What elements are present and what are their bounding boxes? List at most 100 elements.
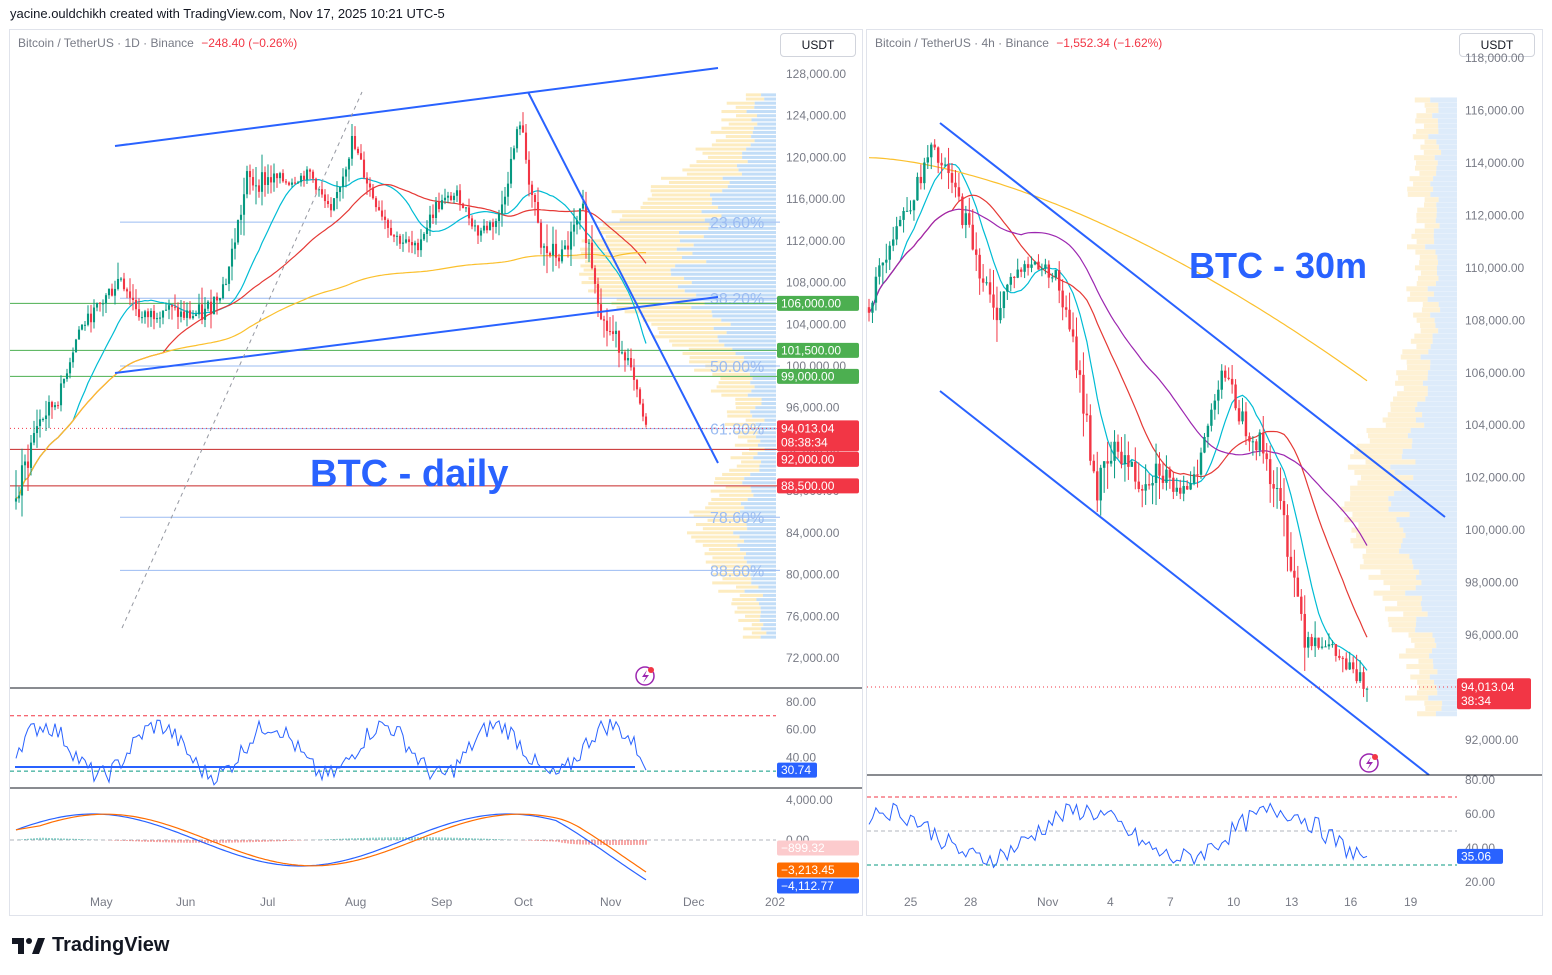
- candle-body: [494, 221, 498, 227]
- candle-body: [968, 213, 971, 225]
- volume-bar-up: [696, 160, 748, 164]
- volume-bar-up: [1387, 412, 1423, 418]
- volume-bar-up: [722, 577, 752, 581]
- volume-bar-down: [1440, 307, 1457, 313]
- candle-body: [158, 317, 162, 319]
- volume-bar-up: [708, 548, 741, 552]
- candle-body: [326, 201, 330, 205]
- volume-bar-down: [691, 281, 776, 285]
- daily-chart-panel[interactable]: Bitcoin / TetherUS · 1D · Binance −248.4…: [9, 29, 863, 916]
- candle-body: [329, 204, 333, 211]
- volume-bar-down: [760, 439, 776, 443]
- volume-profile: [571, 93, 776, 639]
- volume-bar-down: [761, 460, 776, 464]
- candle-body: [954, 182, 957, 188]
- candle-body: [134, 299, 138, 310]
- candle-body: [545, 246, 549, 254]
- volume-bar-up: [1408, 632, 1433, 638]
- candle-body: [1078, 370, 1082, 375]
- candle-body: [176, 307, 180, 317]
- volume-bar-up: [1413, 181, 1431, 187]
- candle-body: [572, 224, 576, 232]
- candle-body: [1341, 657, 1345, 659]
- volume-bar-up: [1418, 685, 1437, 691]
- currency-button[interactable]: USDT: [780, 33, 856, 57]
- candle-body: [1116, 441, 1120, 452]
- candle-body: [368, 183, 372, 188]
- price-tick: 114,000.00: [1465, 156, 1524, 170]
- volume-bar-up: [1411, 233, 1434, 239]
- volume-bar-down: [696, 293, 776, 297]
- volume-bar-down: [750, 485, 776, 489]
- candle-body: [1210, 409, 1213, 426]
- candle-body: [398, 235, 402, 244]
- volume-bar-up: [1350, 490, 1395, 496]
- candle-body: [1293, 570, 1296, 578]
- candle-body: [512, 148, 516, 159]
- volume-bar-up: [737, 435, 757, 439]
- volume-bar-up: [1382, 595, 1422, 601]
- candle-body: [122, 278, 126, 290]
- signal-value-bg: [777, 862, 859, 878]
- candle-body: [383, 216, 387, 220]
- volume-bar-up: [1414, 265, 1437, 271]
- candle-body: [933, 144, 936, 148]
- 30m-chart-panel[interactable]: Bitcoin / TetherUS · 4h · Binance −1,552…: [866, 29, 1543, 916]
- price-tag-bg: [777, 420, 859, 452]
- candles: [867, 139, 1369, 702]
- candle-body: [1320, 646, 1324, 648]
- fib-label: 23.60%: [710, 215, 764, 232]
- lightning-icon[interactable]: [635, 666, 655, 686]
- volume-bar-down: [1433, 291, 1457, 297]
- currency-button[interactable]: USDT: [1459, 33, 1535, 57]
- candle-body: [128, 291, 132, 298]
- volume-bar-up: [1424, 197, 1439, 203]
- candle-body: [1047, 264, 1051, 278]
- candle-body: [1061, 290, 1064, 308]
- volume-bar-up: [1410, 338, 1433, 344]
- volume-bar-down: [1436, 270, 1457, 276]
- volume-bar-up: [1388, 622, 1417, 628]
- lightning-icon[interactable]: [1359, 753, 1379, 773]
- volume-bar-down: [1438, 107, 1457, 113]
- footer: TradingView: [12, 934, 169, 957]
- volume-bar-down: [1416, 622, 1457, 628]
- volume-profile: [1340, 97, 1457, 717]
- candle-body: [338, 187, 342, 193]
- volume-bar-down: [1402, 448, 1457, 454]
- candle-body: [1006, 284, 1009, 292]
- time-axis: May Jun Jul Aug Sep Oct Nov Dec 202: [90, 895, 785, 909]
- candle-body: [218, 298, 222, 301]
- volume-bar-down: [1430, 344, 1457, 350]
- volume-bar-down: [759, 464, 776, 468]
- volume-bar-up: [581, 239, 680, 243]
- price-tick: 108,000.00: [1465, 313, 1525, 327]
- volume-bar-up: [1405, 648, 1433, 654]
- candle-body: [560, 249, 564, 262]
- tag-101500: 101,500.00: [781, 343, 841, 357]
- volume-bar-up: [1415, 249, 1436, 255]
- volume-bar-up: [737, 606, 761, 610]
- candle-body: [71, 352, 75, 363]
- time-tick: 4: [1107, 895, 1114, 909]
- price-tick: 110,000.00: [1465, 261, 1524, 275]
- rsi-tick: 40.00: [786, 750, 816, 764]
- volume-bar-down: [701, 210, 776, 214]
- volume-bar-down: [1432, 333, 1457, 339]
- volume-bar-down: [1442, 700, 1457, 706]
- candle-body: [596, 283, 600, 305]
- volume-bar-down: [1429, 674, 1457, 680]
- candle-body: [257, 185, 261, 192]
- volume-bar-down: [1436, 265, 1457, 271]
- candle-body: [1026, 264, 1030, 268]
- price-tick: 108,000.00: [786, 276, 846, 290]
- fib-label: 61.80%: [710, 422, 764, 439]
- volume-bar-up: [1423, 123, 1439, 129]
- volume-bar-down: [749, 372, 776, 376]
- candle-body: [978, 254, 981, 279]
- candle-body: [988, 282, 992, 295]
- candle-body: [314, 178, 318, 190]
- time-tick: 19: [1404, 895, 1418, 909]
- candle-body: [602, 319, 606, 321]
- volume-bar-down: [763, 623, 776, 627]
